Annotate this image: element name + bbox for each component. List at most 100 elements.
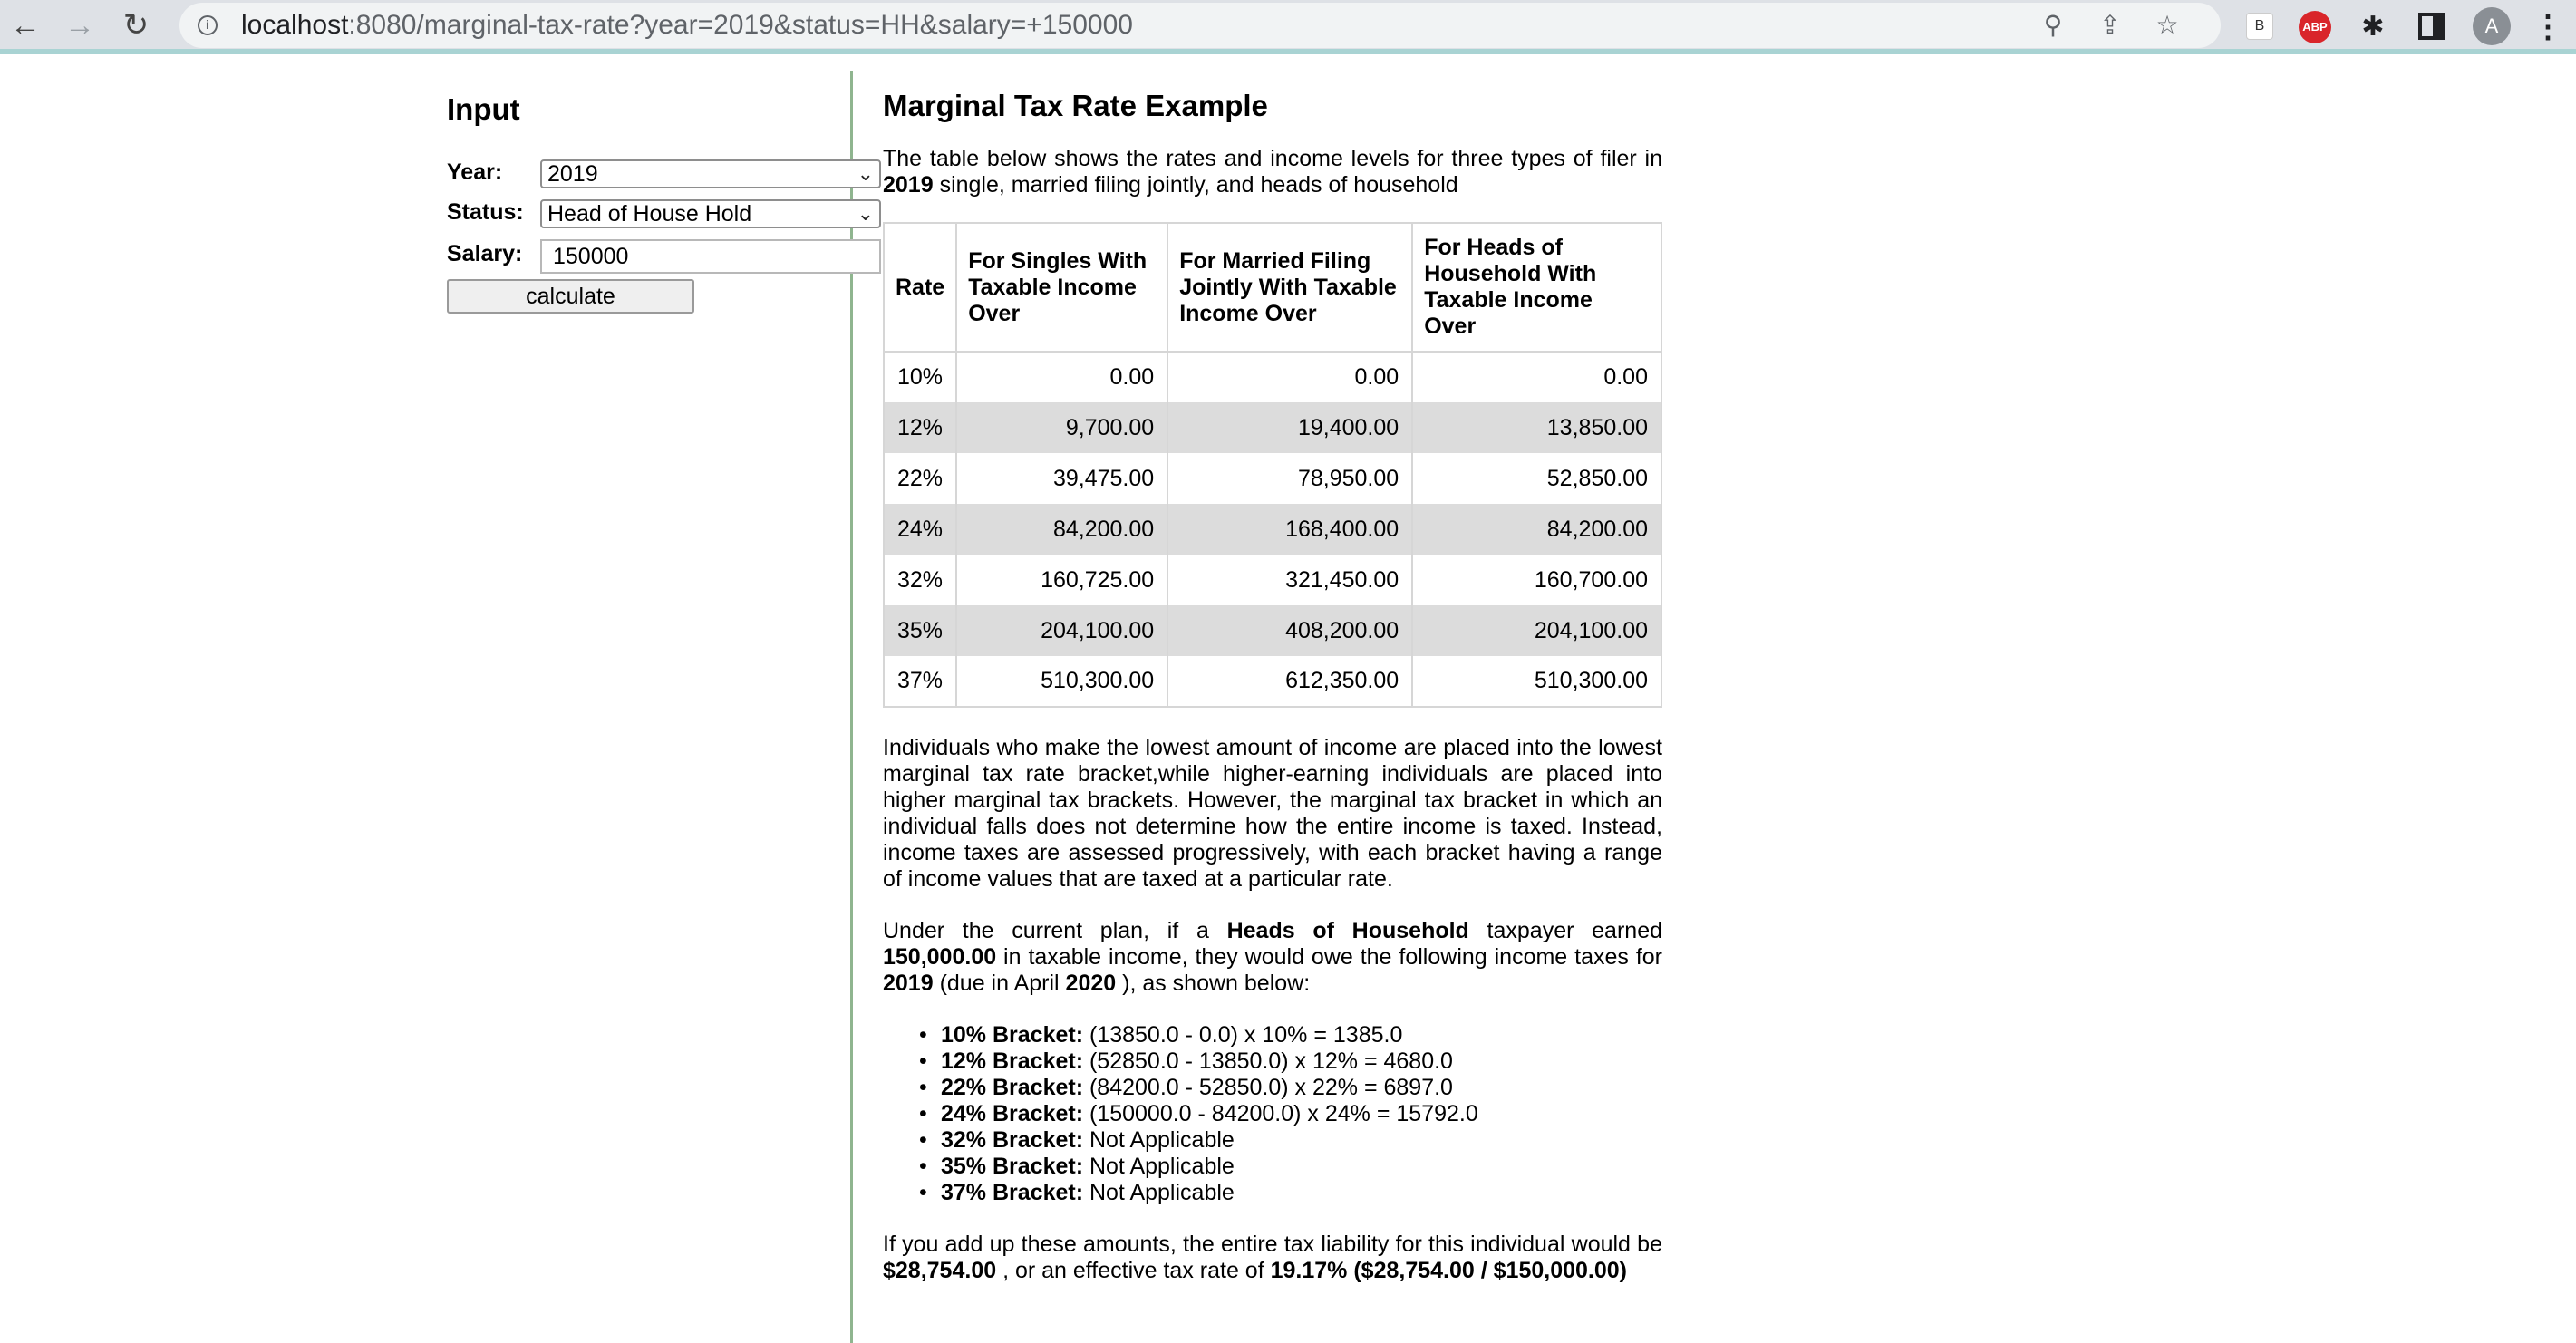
main-content: Marginal Tax Rate Example The table belo…	[883, 91, 1662, 1284]
table-cell-hoh: 13,850.00	[1412, 402, 1662, 453]
chevron-down-icon: ⌄	[857, 162, 874, 185]
bracket-detail: (52850.0 - 13850.0) x 12% = 4680.0	[1083, 1048, 1453, 1074]
table-row: 37% 510,300.00 612,350.00 510,300.00	[884, 656, 1662, 707]
year-row: Year: 2019 ⌄	[447, 154, 881, 196]
table-cell-rate: 10%	[884, 352, 958, 402]
bracket-detail: (84200.0 - 52850.0) x 22% = 6897.0	[1083, 1075, 1453, 1100]
bracket-item: 24% Bracket: (150000.0 - 84200.0) x 24% …	[919, 1101, 1662, 1127]
explanation-paragraph: Individuals who make the lowest amount o…	[883, 735, 1662, 892]
salary-row: Salary: 150000	[447, 236, 881, 277]
share-icon[interactable]: ⇪	[2099, 11, 2121, 39]
table-cell-rate: 12%	[884, 402, 958, 453]
table-row: 35% 204,100.00 408,200.00 204,100.00	[884, 605, 1662, 656]
salary-label: Salary:	[447, 241, 523, 266]
table-cell-rate: 22%	[884, 453, 958, 504]
table-cell-single: 204,100.00	[956, 605, 1169, 656]
adblock-plus-icon[interactable]: ABP	[2299, 11, 2331, 43]
page-body: Input Year: 2019 ⌄ Status: Head of House…	[0, 60, 2576, 1343]
column-header: For Married Filing Jointly With Taxable …	[1167, 223, 1414, 353]
column-header: For Heads of Household With Taxable Inco…	[1412, 223, 1662, 353]
year-select[interactable]: 2019 ⌄	[540, 159, 881, 188]
input-panel: Input Year: 2019 ⌄ Status: Head of House…	[447, 92, 881, 319]
forward-arrow-icon[interactable]: →	[64, 8, 95, 43]
bracket-detail: (150000.0 - 84200.0) x 24% = 15792.0	[1083, 1101, 1478, 1126]
bracket-label: 10% Bracket:	[941, 1022, 1084, 1048]
table-cell-married: 408,200.00	[1167, 605, 1414, 656]
column-divider	[850, 71, 853, 1343]
intro-paragraph: The table below shows the rates and inco…	[883, 146, 1662, 198]
info-icon[interactable]: i	[198, 15, 218, 35]
bracket-item: 10% Bracket: (13850.0 - 0.0) x 10% = 138…	[919, 1022, 1662, 1048]
bracket-label: 22% Bracket:	[941, 1075, 1084, 1100]
extension-b-icon[interactable]: B	[2246, 13, 2273, 40]
bracket-item: 37% Bracket: Not Applicable	[919, 1180, 1662, 1206]
table-cell-single: 9,700.00	[956, 402, 1169, 453]
input-title: Input	[447, 92, 520, 126]
bracket-label: 12% Bracket:	[941, 1048, 1084, 1074]
extensions-puzzle-icon[interactable]: ✱	[2361, 12, 2385, 42]
table-cell-rate: 35%	[884, 605, 958, 656]
url-text[interactable]: localhost:8080/marginal-tax-rate?year=20…	[241, 10, 1133, 40]
browser-menu-icon[interactable]: ⋮	[2532, 10, 2563, 44]
profile-avatar[interactable]: A	[2473, 7, 2511, 45]
table-cell-married: 0.00	[1167, 352, 1414, 402]
bracket-item: 35% Bracket: Not Applicable	[919, 1154, 1662, 1180]
table-cell-rate: 37%	[884, 656, 958, 707]
table-cell-married: 321,450.00	[1167, 555, 1414, 605]
table-cell-single: 84,200.00	[956, 504, 1169, 555]
table-cell-married: 19,400.00	[1167, 402, 1414, 453]
chevron-down-icon: ⌄	[857, 202, 874, 225]
table-row: 32% 160,725.00 321,450.00 160,700.00	[884, 555, 1662, 605]
bracket-detail: Not Applicable	[1083, 1127, 1235, 1153]
address-bar[interactable]: i localhost:8080/marginal-tax-rate?year=…	[179, 3, 2221, 48]
status-label: Status:	[447, 199, 524, 225]
calculate-row: calculate	[447, 277, 809, 319]
year-label: Year:	[447, 159, 503, 185]
table-cell-hoh: 52,850.00	[1412, 453, 1662, 504]
table-cell-single: 0.00	[956, 352, 1169, 402]
status-select-value: Head of House Hold	[547, 201, 752, 227]
column-header: For Singles With Taxable Income Over	[956, 223, 1169, 353]
table-cell-hoh: 204,100.00	[1412, 605, 1662, 656]
table-header-row: Rate For Singles With Taxable Income Ove…	[884, 223, 1662, 353]
table-cell-hoh: 84,200.00	[1412, 504, 1662, 555]
bracket-item: 32% Bracket: Not Applicable	[919, 1127, 1662, 1154]
table-cell-married: 78,950.00	[1167, 453, 1414, 504]
table-cell-single: 39,475.00	[956, 453, 1169, 504]
bookmark-star-icon[interactable]: ☆	[2155, 11, 2179, 39]
table-cell-rate: 32%	[884, 555, 958, 605]
bracket-label: 32% Bracket:	[941, 1127, 1084, 1153]
table-cell-hoh: 510,300.00	[1412, 656, 1662, 707]
zoom-icon[interactable]: ⚲	[2043, 11, 2063, 39]
tax-rate-table: Rate For Singles With Taxable Income Ove…	[883, 222, 1662, 708]
table-cell-hoh: 160,700.00	[1412, 555, 1662, 605]
reload-icon[interactable]: ↻	[122, 8, 150, 43]
column-header: Rate	[884, 223, 958, 353]
table-cell-hoh: 0.00	[1412, 352, 1662, 402]
table-cell-single: 510,300.00	[956, 656, 1169, 707]
bracket-item: 12% Bracket: (52850.0 - 13850.0) x 12% =…	[919, 1048, 1662, 1075]
table-row: 22% 39,475.00 78,950.00 52,850.00	[884, 453, 1662, 504]
bracket-detail: (13850.0 - 0.0) x 10% = 1385.0	[1083, 1022, 1403, 1048]
bracket-label: 24% Bracket:	[941, 1101, 1084, 1126]
salary-input[interactable]: 150000	[540, 239, 881, 274]
table-row: 12% 9,700.00 19,400.00 13,850.00	[884, 402, 1662, 453]
summary-paragraph: If you add up these amounts, the entire …	[883, 1232, 1662, 1283]
calculate-button[interactable]: calculate	[447, 279, 694, 314]
status-select[interactable]: Head of House Hold ⌄	[540, 199, 881, 228]
table-row: 10% 0.00 0.00 0.00	[884, 352, 1662, 402]
table-cell-married: 168,400.00	[1167, 504, 1414, 555]
status-row: Status: Head of House Hold ⌄	[447, 194, 881, 236]
bracket-label: 37% Bracket:	[941, 1180, 1084, 1205]
browser-toolbar: ← → ↻ i localhost:8080/marginal-tax-rate…	[0, 0, 2576, 54]
plan-paragraph: Under the current plan, if a Heads of Ho…	[883, 918, 1662, 996]
table-cell-married: 612,350.00	[1167, 656, 1414, 707]
bracket-detail: Not Applicable	[1083, 1180, 1235, 1205]
back-arrow-icon[interactable]: ←	[10, 8, 41, 43]
bracket-detail: Not Applicable	[1083, 1154, 1235, 1179]
table-row: 24% 84,200.00 168,400.00 84,200.00	[884, 504, 1662, 555]
bracket-label: 35% Bracket:	[941, 1154, 1084, 1179]
side-panel-icon[interactable]	[2418, 13, 2445, 40]
bracket-list: 10% Bracket: (13850.0 - 0.0) x 10% = 138…	[919, 1022, 1662, 1206]
table-cell-single: 160,725.00	[956, 555, 1169, 605]
